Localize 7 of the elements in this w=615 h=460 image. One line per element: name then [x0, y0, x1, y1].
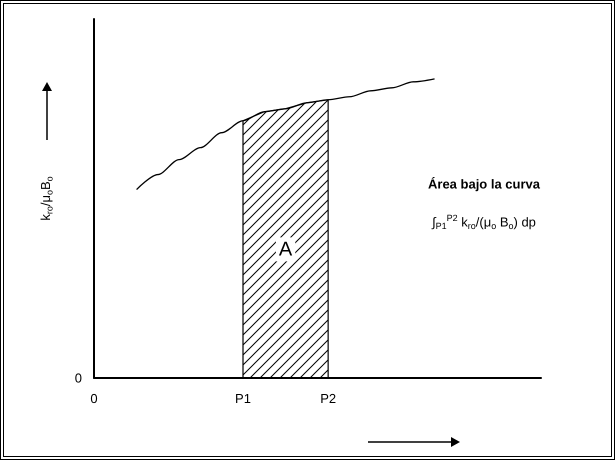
annotation: Área bajo la curva: [428, 176, 541, 192]
series-label: A: [278, 238, 293, 260]
x-tick-label: P2: [320, 391, 336, 406]
x-tick-label: 0: [90, 391, 98, 406]
text: 0: [74, 370, 82, 386]
y-axis-title: kro/μoBo: [38, 176, 54, 221]
x-tick-label: P1: [235, 391, 251, 406]
